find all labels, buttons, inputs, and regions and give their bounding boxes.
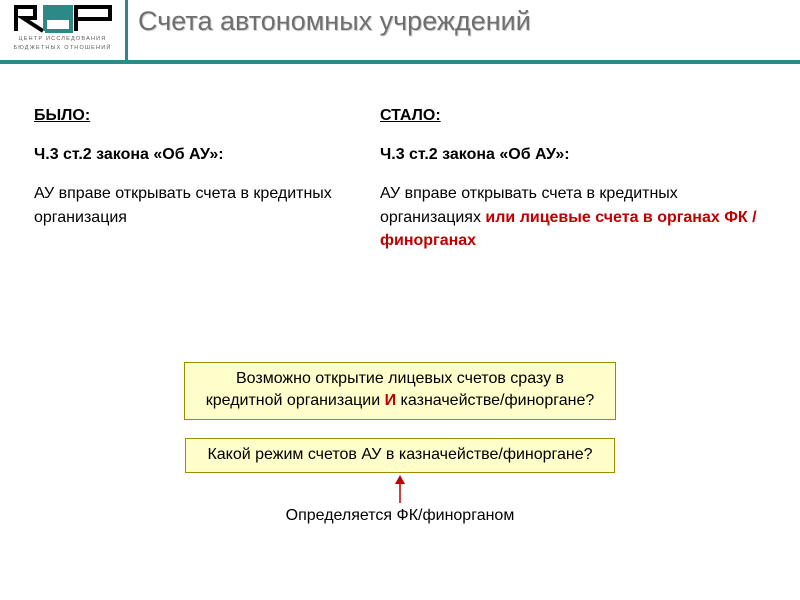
header: ЦЕНТР ИССЛЕДОВАНИЯ БЮДЖЕТНЫХ ОТНОШЕНИЙ С… bbox=[0, 0, 800, 60]
page-title: Счета автономных учреждений bbox=[138, 6, 531, 37]
note2-text: Какой режим счетов АУ в казначействе/фин… bbox=[207, 446, 592, 463]
logo-icon bbox=[13, 4, 113, 34]
note1-line2a: кредитной организации bbox=[206, 392, 385, 409]
column-after: СТАЛО: Ч.3 ст.2 закона «Об АУ»: АУ вправ… bbox=[380, 104, 766, 258]
column-before: БЫЛО: Ч.3 ст.2 закона «Об АУ»: АУ вправе… bbox=[34, 104, 334, 258]
note-box-2-area: Какой режим счетов АУ в казначействе/фин… bbox=[0, 438, 800, 525]
after-law-ref: Ч.3 ст.2 закона «Об АУ»: bbox=[380, 143, 766, 166]
note-box-2: Какой режим счетов АУ в казначействе/фин… bbox=[185, 438, 615, 473]
note1-line2b: казначействе/финоргане? bbox=[396, 392, 594, 409]
note-box-1-area: Возможно открытие лицевых счетов сразу в… bbox=[0, 362, 800, 420]
title-cell: Счета автономных учреждений bbox=[128, 0, 800, 60]
logo-cell: ЦЕНТР ИССЛЕДОВАНИЯ БЮДЖЕТНЫХ ОТНОШЕНИЙ bbox=[0, 0, 128, 60]
note1-line1: Возможно открытие лицевых счетов сразу в bbox=[236, 370, 564, 387]
before-heading: БЫЛО: bbox=[34, 104, 334, 127]
note-box-1: Возможно открытие лицевых счетов сразу в… bbox=[184, 362, 616, 420]
after-heading: СТАЛО: bbox=[380, 104, 766, 127]
content-columns: БЫЛО: Ч.3 ст.2 закона «Об АУ»: АУ вправе… bbox=[0, 64, 800, 258]
logo-subtitle-1: ЦЕНТР ИССЛЕДОВАНИЯ bbox=[19, 36, 107, 43]
arrow-up-icon bbox=[390, 475, 410, 503]
before-body: АУ вправе открывать счета в кредитных ор… bbox=[34, 182, 334, 228]
footnote-text: Определяется ФК/финорганом bbox=[286, 507, 515, 525]
after-body: АУ вправе открывать счета в кредитных ор… bbox=[380, 182, 766, 252]
arrow-wrap: Определяется ФК/финорганом bbox=[286, 475, 515, 525]
logo-subtitle-2: БЮДЖЕТНЫХ ОТНОШЕНИЙ bbox=[13, 45, 111, 52]
before-law-ref: Ч.3 ст.2 закона «Об АУ»: bbox=[34, 143, 334, 166]
note1-highlight: И bbox=[385, 392, 397, 409]
